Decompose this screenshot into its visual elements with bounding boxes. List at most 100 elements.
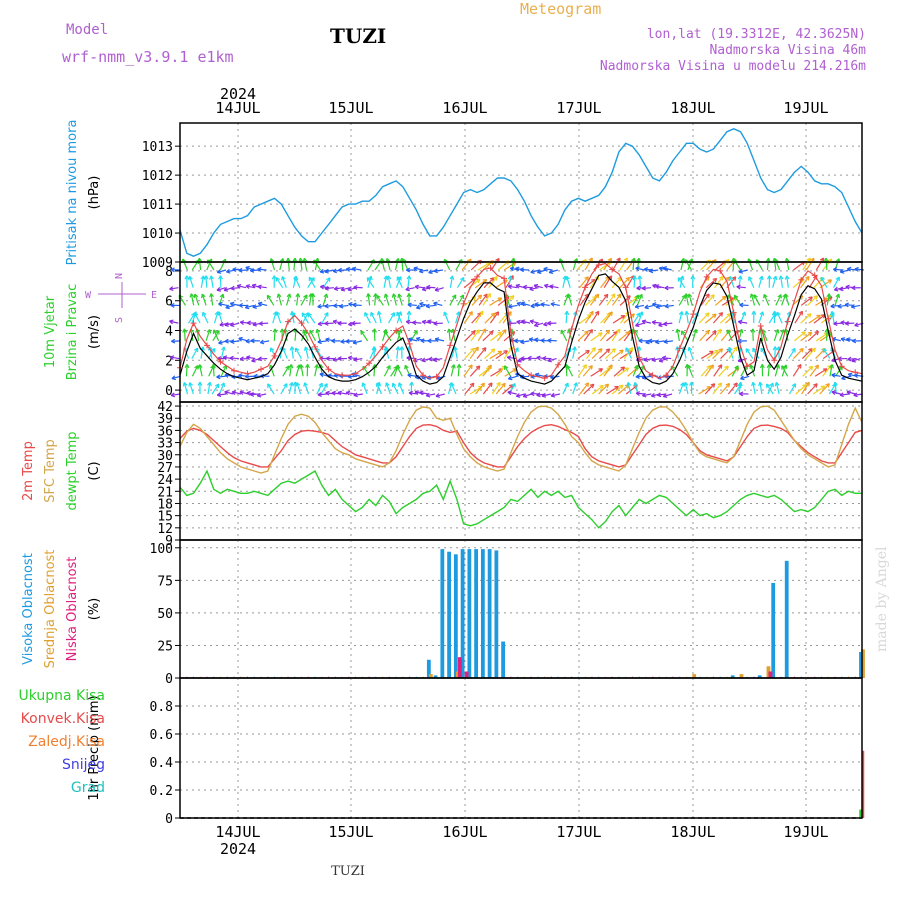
wind-arrow-head — [421, 360, 426, 363]
wind-arrow — [714, 295, 727, 306]
wind-arrow — [763, 294, 770, 306]
wind-arrow-head — [573, 258, 578, 262]
wind-arrow — [220, 346, 225, 359]
ylabel-wind: Brzina i Pravac — [65, 284, 80, 381]
wind-arrow-head — [323, 293, 328, 298]
wind-arrow — [662, 267, 672, 271]
day-label-top: 16JUL — [442, 99, 487, 117]
wind-arrow-head — [738, 271, 744, 274]
wind-arrow-head — [217, 271, 222, 274]
wind-arrow — [740, 365, 748, 377]
wind-arrow-head — [759, 311, 764, 315]
wind-arrow — [565, 311, 568, 324]
wind-arrow — [853, 393, 863, 396]
gust-marker — [825, 315, 832, 322]
wind-arrow-head — [711, 313, 717, 316]
wind-arrow-head — [501, 329, 507, 332]
wind-arrow — [805, 347, 816, 359]
wind-arrow-head — [724, 259, 730, 262]
wind-arrow — [655, 285, 665, 289]
wind-arrow — [652, 321, 662, 324]
wind-arrow-head — [416, 307, 421, 310]
wind-arrow-head — [459, 277, 465, 281]
wind-arrow — [812, 385, 826, 395]
gust-marker — [460, 300, 467, 307]
day-label-top: 17JUL — [556, 99, 601, 117]
wind-arrow — [577, 349, 590, 360]
wind-arrow-head — [797, 363, 802, 367]
gust-marker — [231, 367, 238, 374]
wind-arrow — [280, 383, 288, 395]
wind-arrow — [600, 312, 611, 324]
wind-arrow-head — [717, 328, 722, 332]
wind-arrow — [322, 277, 331, 289]
wind-arrow-head — [257, 358, 263, 362]
wind-arrow-head — [724, 365, 729, 368]
wind-arrow — [317, 393, 327, 396]
wind-arrow-head — [597, 348, 603, 351]
wind-arrow-head — [467, 258, 472, 262]
wind-arrow — [316, 329, 321, 341]
wind-arrow — [726, 329, 733, 342]
wind-arrow — [663, 322, 673, 325]
wind-arrow-head — [810, 257, 815, 261]
wind-arrow — [273, 328, 276, 341]
wind-arrow — [224, 391, 234, 395]
wind-arrow — [780, 275, 784, 288]
wind-arrow — [523, 393, 533, 398]
wind-arrow-head — [799, 347, 804, 351]
wind-arrow-head — [170, 269, 175, 273]
wind-arrow — [457, 364, 460, 377]
wind-arrow-head — [268, 364, 271, 369]
wind-arrow-head — [231, 391, 236, 395]
wind-arrow — [392, 293, 397, 306]
wind-arrow-head — [225, 307, 230, 310]
wind-arrow-head — [337, 269, 343, 273]
wind-arrow-head — [564, 310, 568, 315]
gust-marker — [730, 309, 737, 316]
wind-arrow — [282, 365, 290, 377]
wind-arrow-head — [203, 275, 207, 280]
wind-arrow — [603, 364, 613, 377]
wind-arrow — [294, 328, 297, 341]
wind-arrow — [807, 330, 819, 342]
wind-arrow — [396, 365, 403, 377]
wind-arrow — [201, 293, 207, 306]
wind-arrow-head — [633, 382, 636, 387]
wind-arrow-head — [550, 395, 556, 398]
wind-arrow — [272, 311, 277, 324]
wind-arrow — [750, 364, 756, 377]
model-label: Model — [66, 22, 108, 38]
wind-arrow-head — [515, 267, 519, 272]
wind-arrow-head — [520, 357, 525, 361]
wind-arrow-head — [530, 271, 535, 274]
wind-arrow — [229, 357, 239, 360]
wind-arrow-head — [206, 329, 211, 333]
wind-arrow-head — [607, 257, 612, 261]
wind-arrow-head — [675, 328, 678, 334]
wind-arrow-head — [386, 365, 391, 369]
wind-arrow — [577, 364, 587, 377]
wind-arrow-head — [543, 284, 548, 289]
wind-arrow — [245, 285, 255, 289]
bar-cloud — [467, 549, 472, 678]
wind-arrow — [218, 311, 223, 324]
wind-arrow — [775, 294, 782, 306]
y-tick-label: 24 — [157, 473, 173, 488]
wind-arrow-head — [170, 304, 175, 308]
wind-arrow — [340, 287, 350, 291]
wind-arrow — [457, 294, 464, 306]
wind-arrow — [814, 368, 828, 377]
series-line-temp-1 — [179, 405, 863, 474]
gust-marker — [771, 357, 778, 364]
wind-arrow-head — [209, 293, 212, 298]
y-tick-label: 1010 — [142, 227, 173, 242]
wind-arrow — [345, 340, 355, 343]
wind-arrow — [728, 346, 738, 359]
wind-arrow — [495, 382, 506, 395]
wind-arrow — [257, 285, 267, 289]
panel-pressure: 1009 1010 1011 1012 1013 Pritisak na nivou mo… — [65, 120, 863, 271]
bar-precip — [861, 750, 865, 818]
wind-arrow — [655, 304, 666, 308]
wind-arrow-head — [680, 257, 685, 262]
